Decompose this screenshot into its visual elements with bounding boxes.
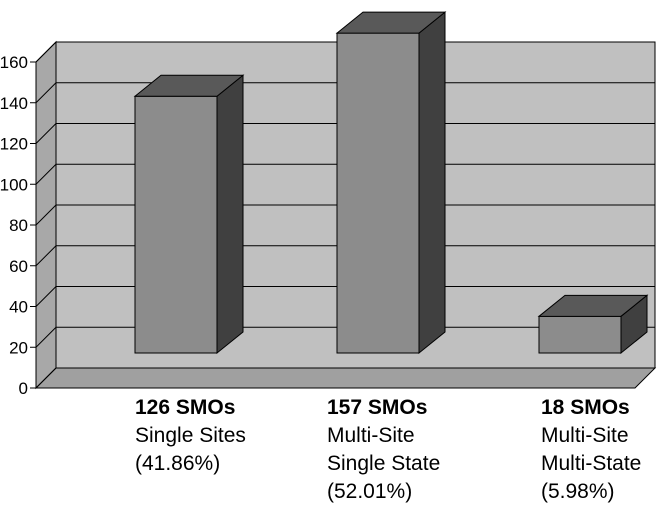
bar-label-multi-site-single-state: 157 SMOs Multi-Site Single State (52.01%…	[327, 394, 440, 506]
bar-front	[538, 315, 622, 354]
gridline-depth	[35, 204, 57, 226]
bar	[537, 294, 649, 355]
bar-label-line: Multi-State	[541, 452, 642, 475]
gridline-depth	[35, 245, 57, 267]
gridline-depth	[35, 123, 57, 144]
y-tick-label: 140	[0, 94, 28, 113]
bar-side	[216, 74, 244, 355]
bar-front	[134, 95, 218, 354]
gridline-depth	[35, 326, 57, 348]
bar-side	[418, 11, 446, 355]
y-tick-label: 80	[9, 216, 28, 235]
bar-label-line: (52.01%)	[327, 480, 413, 503]
bar-label-head: 157 SMOs	[327, 396, 428, 419]
bar-label-multi-site-multi-state: 18 SMOs Multi-Site Multi-State (5.98%)	[541, 394, 641, 506]
bar-label-head: 126 SMOs	[135, 396, 236, 419]
bar-top	[335, 11, 447, 34]
y-axis: 0 20 40 60 80 100 120 140 160	[0, 53, 37, 398]
gridline-depth	[35, 41, 57, 63]
gridline-depth	[35, 82, 57, 104]
y-tick-label: 40	[9, 298, 28, 317]
y-tick-label: 60	[9, 257, 28, 276]
bar-label-line: (5.98%)	[541, 480, 615, 503]
y-tick-label: 160	[0, 53, 28, 72]
gridline-depth	[35, 286, 57, 307]
plot-floor	[34, 367, 657, 389]
gridline-depth	[35, 367, 57, 389]
bar-top	[133, 74, 245, 97]
bar-label-line: Single State	[327, 452, 441, 475]
bar-front	[336, 32, 420, 354]
y-tick-label: 20	[9, 338, 28, 357]
bar	[133, 74, 245, 355]
bar	[335, 11, 447, 355]
bar-label-line: (41.86%)	[135, 452, 221, 475]
bar-label-head: 18 SMOs	[541, 396, 630, 419]
y-tick-label: 100	[0, 175, 28, 194]
bar-top	[537, 294, 649, 317]
bar-label-line: Multi-Site	[327, 424, 415, 447]
gridline-depth	[35, 163, 57, 185]
y-tick-label: 120	[0, 135, 28, 154]
y-tick-label: 0	[19, 379, 28, 398]
bar-label-line: Single Sites	[135, 424, 246, 447]
bar-label-line: Multi-Site	[541, 424, 629, 447]
bar-label-single-sites: 126 SMOs Single Sites (41.86%)	[135, 394, 246, 478]
bars	[133, 11, 649, 355]
